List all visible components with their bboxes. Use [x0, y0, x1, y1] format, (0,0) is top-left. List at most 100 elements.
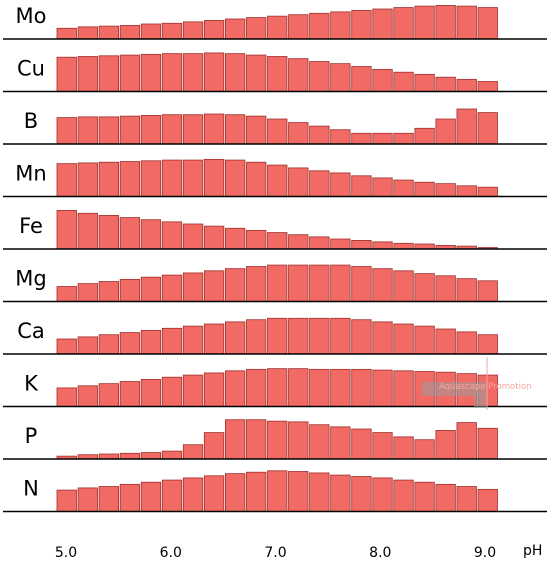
panel-mn: Mn — [3, 158, 547, 198]
bar-p-ph-7.6 — [330, 426, 351, 460]
bar-mn-ph-6 — [161, 159, 183, 197]
bar-mn-ph-7.2 — [288, 167, 309, 197]
bar-mg-ph-7.2 — [288, 264, 309, 302]
bar-cu-ph-7.2 — [288, 58, 309, 92]
x-axis: 5.0 6.0 7.0 8.0 9.0 — [55, 545, 496, 561]
bar-mn-ph-8.2 — [393, 179, 414, 197]
bar-p-ph-5.8 — [140, 452, 162, 460]
bar-cu-ph-8 — [372, 68, 393, 92]
bar-n-ph-5.6 — [119, 483, 141, 512]
bar-b-ph-7.2 — [288, 122, 309, 145]
panel-cu: Cu — [3, 52, 547, 93]
bar-ca-ph-6.8 — [246, 319, 267, 355]
bar-mg-ph-8.2 — [393, 270, 414, 302]
panel-ca: Ca — [3, 317, 547, 355]
bar-mn-ph-8.8 — [456, 185, 477, 197]
bar-p-ph-8 — [372, 432, 393, 460]
nutrient-panels: Mo Cu B Mn Fe Mg Ca K P N — [3, 4, 547, 513]
bar-n-ph-7.8 — [351, 476, 372, 512]
bar-k-ph-5.2 — [77, 385, 98, 407]
bar-p-ph-5.6 — [119, 452, 141, 460]
bar-cu-ph-8.8 — [456, 78, 477, 92]
x-axis-label: pH — [523, 543, 542, 559]
bar-b-ph-8.6 — [435, 118, 456, 145]
bar-k-ph-5 — [56, 387, 77, 407]
bar-mo-ph-7.4 — [309, 12, 330, 40]
bar-cu-ph-9 — [477, 81, 498, 92]
bar-k-ph-6 — [161, 376, 183, 407]
bar-mo-ph-6.2 — [182, 21, 204, 40]
x-tick-label: 7.0 — [264, 545, 286, 561]
bar-mg-ph-8.4 — [414, 273, 435, 302]
bar-mg-ph-5.6 — [119, 278, 141, 302]
bar-ca-ph-9 — [477, 334, 498, 355]
bar-ca-ph-8.6 — [435, 328, 456, 355]
panel-k: K — [3, 368, 547, 408]
bar-b-ph-5.2 — [77, 116, 98, 145]
bar-fe-ph-7.6 — [330, 238, 351, 250]
bar-p-ph-6.6 — [224, 419, 246, 460]
bar-ca-ph-8.2 — [393, 323, 414, 355]
bar-k-ph-7.8 — [351, 368, 372, 407]
bar-mo-ph-5.2 — [77, 26, 98, 40]
bar-b-ph-5.4 — [98, 116, 119, 145]
bar-n-ph-5.2 — [77, 487, 98, 512]
panel-mg: Mg — [3, 264, 547, 303]
bar-n-ph-7.2 — [288, 471, 309, 512]
bar-cu-ph-8.6 — [435, 76, 456, 92]
bar-n-ph-7.4 — [309, 472, 330, 512]
bar-p-ph-8.8 — [456, 422, 477, 460]
bar-b-ph-7.4 — [309, 125, 330, 145]
bar-n-ph-8.4 — [414, 481, 435, 512]
bar-mg-ph-5.2 — [77, 283, 98, 302]
bar-p-ph-8.6 — [435, 430, 456, 460]
bar-mg-ph-6.8 — [246, 266, 267, 302]
bar-n-ph-8.8 — [456, 486, 477, 512]
bar-mn-ph-7.8 — [351, 175, 372, 197]
bar-ca-ph-7.2 — [288, 317, 309, 355]
bar-mo-ph-5.4 — [98, 25, 119, 40]
watermark: Aquascape Promotion — [422, 357, 532, 410]
bar-mn-ph-6.8 — [246, 161, 267, 197]
bar-mn-ph-8.4 — [414, 181, 435, 197]
bar-mg-ph-6.4 — [203, 270, 225, 302]
bar-mo-ph-8 — [372, 8, 393, 40]
bar-cu-ph-7.8 — [351, 66, 372, 92]
bar-mn-ph-6.2 — [182, 159, 204, 197]
bar-mg-ph-7.8 — [351, 266, 372, 302]
bar-b-ph-9 — [477, 112, 498, 145]
panel-fe: Fe — [3, 210, 547, 250]
bar-cu-ph-8.4 — [414, 73, 435, 92]
bar-ca-ph-7.8 — [351, 319, 372, 355]
bar-p-ph-6.2 — [182, 444, 204, 460]
bar-fe-ph-7.8 — [351, 240, 372, 250]
watermark-logo-bar — [422, 382, 486, 396]
nutrient-label: N — [23, 477, 39, 501]
bar-mo-ph-7 — [267, 15, 288, 40]
bar-n-ph-6.6 — [224, 473, 246, 512]
x-tick-label: 8.0 — [369, 545, 391, 561]
bar-fe-ph-8.2 — [393, 242, 414, 250]
bar-k-ph-5.8 — [140, 378, 162, 407]
bar-n-ph-6.8 — [246, 471, 267, 512]
bar-fe-ph-6.2 — [182, 223, 204, 250]
bar-fe-ph-5 — [56, 210, 77, 250]
bar-ca-ph-8.8 — [456, 331, 477, 355]
bar-cu-ph-5.8 — [140, 53, 162, 92]
bar-mn-ph-8 — [372, 177, 393, 197]
bar-cu-ph-5.6 — [119, 54, 141, 92]
bar-cu-ph-7.6 — [330, 63, 351, 92]
bar-cu-ph-6.4 — [203, 52, 225, 92]
bar-n-ph-7 — [267, 470, 288, 512]
nutrient-label: Mg — [15, 267, 46, 291]
nutrient-label: B — [24, 109, 38, 133]
bar-mn-ph-5.2 — [77, 162, 98, 197]
bar-ca-ph-5.4 — [98, 334, 119, 355]
bar-mo-ph-6.6 — [224, 18, 246, 40]
bar-mo-ph-9 — [477, 7, 498, 40]
bar-b-ph-7 — [267, 118, 288, 145]
bar-mo-ph-5 — [56, 27, 77, 40]
bar-mo-ph-8.8 — [456, 5, 477, 40]
bar-fe-ph-5.4 — [98, 215, 119, 250]
bar-n-ph-5 — [56, 489, 77, 512]
